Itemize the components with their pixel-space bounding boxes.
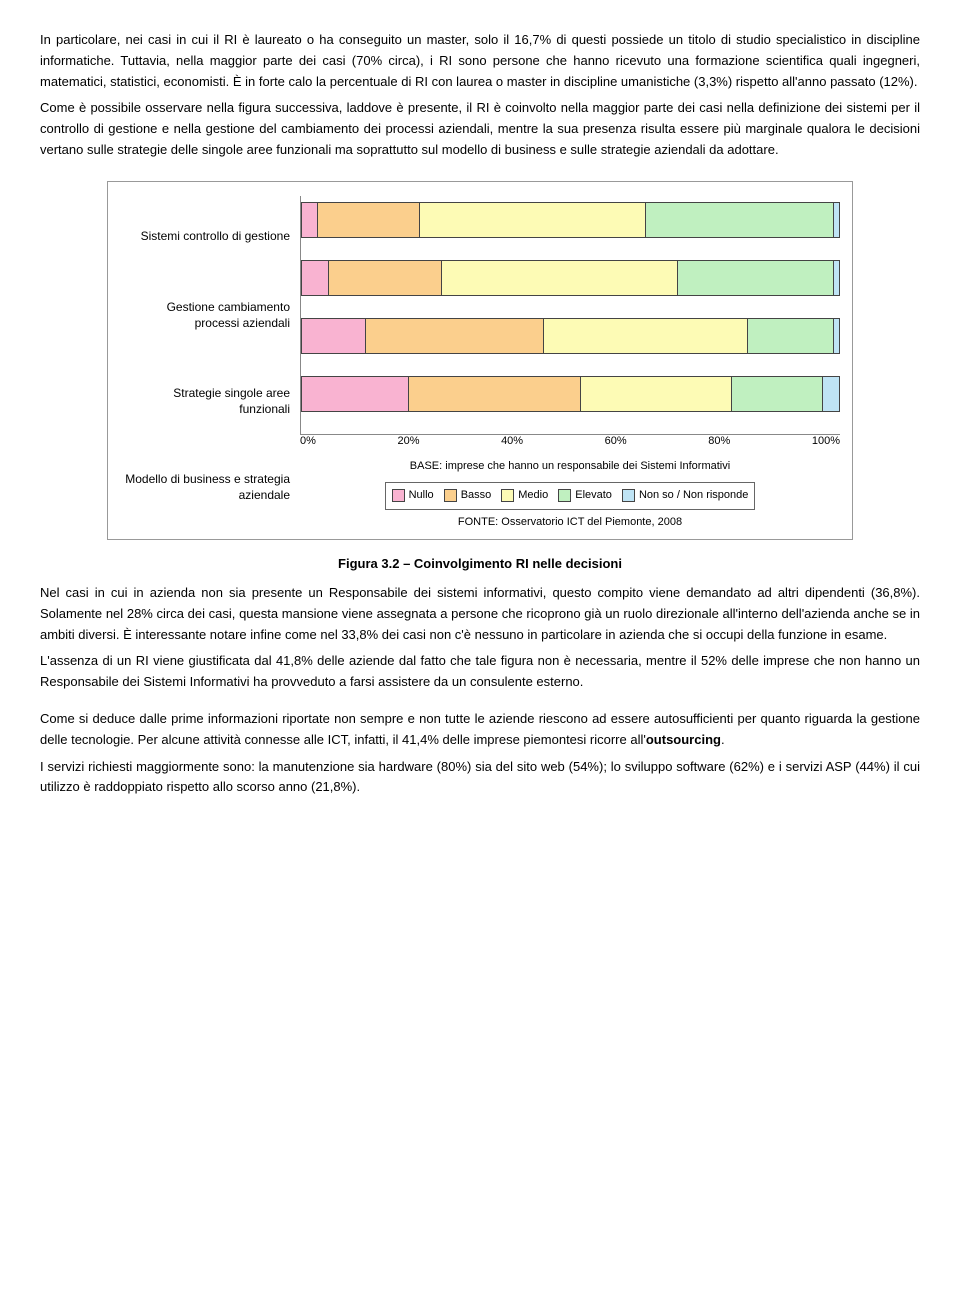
chart-category-1: Gestione cambiamento processi aziendali xyxy=(120,300,300,331)
chart-legend: Nullo Basso Medio Elevato Non so / Non rispo… xyxy=(385,482,756,510)
xtick-4: 80% xyxy=(708,433,730,451)
figure-title: Figura 3.2 – Coinvolgimento RI nelle dec… xyxy=(40,554,920,575)
xtick-2: 40% xyxy=(501,433,523,451)
legend-label-4: Non so / Non risponde xyxy=(639,487,748,505)
paragraph-4: L'assenza di un RI viene giustificata da… xyxy=(40,651,920,693)
legend-label-2: Medio xyxy=(518,487,548,505)
legend-swatch-0 xyxy=(392,489,405,502)
legend-item-4: Non so / Non risponde xyxy=(622,487,748,505)
chart-segment-2-1 xyxy=(366,319,543,353)
legend-item-3: Elevato xyxy=(558,487,612,505)
xtick-1: 20% xyxy=(397,433,419,451)
chart-segment-0-4 xyxy=(834,203,839,237)
chart-base-caption: BASE: imprese che hanno un responsabile … xyxy=(300,458,840,476)
chart-segment-1-4 xyxy=(834,261,839,295)
legend-label-0: Nullo xyxy=(409,487,434,505)
legend-swatch-4 xyxy=(622,489,635,502)
legend-label-1: Basso xyxy=(461,487,492,505)
chart-container: Sistemi controllo di gestione Gestione c… xyxy=(107,181,853,540)
chart-segment-0-2 xyxy=(420,203,646,237)
paragraph-2: Come è possibile osservare nella figura … xyxy=(40,98,920,160)
chart-segment-3-3 xyxy=(732,377,823,411)
paragraph-6: I servizi richiesti maggiormente sono: l… xyxy=(40,757,920,799)
chart-category-0: Sistemi controllo di gestione xyxy=(120,229,300,245)
chart-segment-3-1 xyxy=(409,377,581,411)
chart-segment-2-2 xyxy=(544,319,748,353)
chart-segment-0-0 xyxy=(302,203,318,237)
chart-segment-3-2 xyxy=(581,377,731,411)
chart-category-3: Modello di business e strategia aziendal… xyxy=(120,472,300,503)
xtick-5: 100% xyxy=(812,433,840,451)
chart-category-2: Strategie singole aree funzionali xyxy=(120,386,300,417)
chart-segment-2-4 xyxy=(834,319,839,353)
chart-segment-1-1 xyxy=(329,261,442,295)
legend-swatch-2 xyxy=(501,489,514,502)
legend-item-1: Basso xyxy=(444,487,492,505)
chart-bar-1 xyxy=(301,260,840,296)
chart-bar-2 xyxy=(301,318,840,354)
chart-segment-3-4 xyxy=(823,377,839,411)
chart-segment-2-3 xyxy=(748,319,834,353)
chart-segment-1-3 xyxy=(678,261,834,295)
paragraph-5: Come si deduce dalle prime informazioni … xyxy=(40,709,920,751)
chart-segment-1-2 xyxy=(442,261,678,295)
legend-label-3: Elevato xyxy=(575,487,612,505)
chart-segment-2-0 xyxy=(302,319,366,353)
chart-source: FONTE: Osservatorio ICT del Piemonte, 20… xyxy=(300,514,840,532)
chart-segment-3-0 xyxy=(302,377,409,411)
paragraph-3: Nel casi in cui in azienda non sia prese… xyxy=(40,583,920,645)
chart-segment-0-1 xyxy=(318,203,420,237)
chart-x-axis: 0% 20% 40% 60% 80% 100% xyxy=(300,431,840,455)
chart-bar-3 xyxy=(301,376,840,412)
chart-segment-0-3 xyxy=(646,203,834,237)
chart-segment-1-0 xyxy=(302,261,329,295)
xtick-0: 0% xyxy=(300,433,316,451)
xtick-3: 60% xyxy=(605,433,627,451)
paragraph-1: In particolare, nei casi in cui il RI è … xyxy=(40,30,920,92)
legend-item-2: Medio xyxy=(501,487,548,505)
legend-swatch-3 xyxy=(558,489,571,502)
legend-item-0: Nullo xyxy=(392,487,434,505)
chart-bar-0 xyxy=(301,202,840,238)
legend-swatch-1 xyxy=(444,489,457,502)
chart-plot-area: 0% 20% 40% 60% 80% 100% BASE: imprese ch… xyxy=(300,196,840,531)
